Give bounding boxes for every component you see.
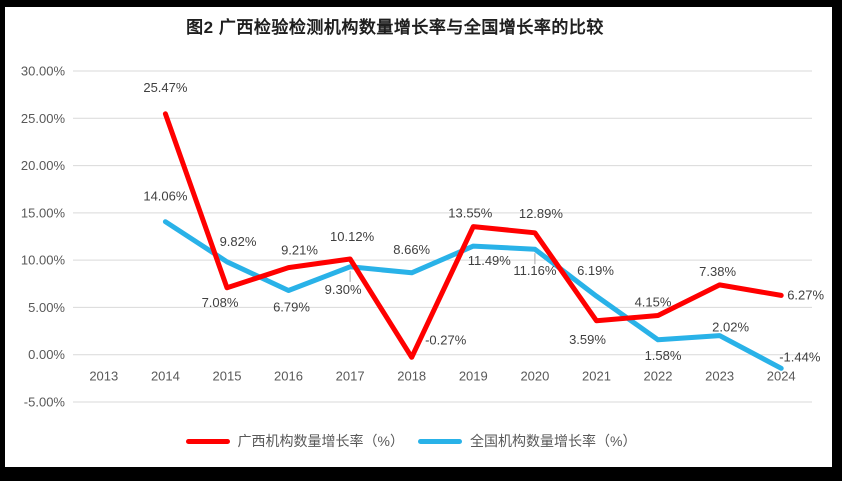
data-label: 9.21%: [281, 243, 318, 258]
data-label: 8.66%: [393, 242, 430, 257]
x-tick-label: 2022: [644, 369, 673, 384]
x-tick-label: 2018: [397, 369, 426, 384]
data-label: 7.08%: [202, 295, 239, 310]
data-label: -0.27%: [425, 332, 467, 347]
legend-line-blue-icon: [418, 438, 462, 444]
data-label: 4.15%: [635, 295, 672, 310]
chart-figure: 图2 广西检验检测机构数量增长率与全国增长率的比较 30.00% 25.00% 20…: [5, 7, 832, 467]
x-tick-label: 2017: [336, 369, 365, 384]
data-label: 10.12%: [330, 229, 375, 244]
y-tick-label: 15.00%: [21, 205, 66, 220]
data-label: 9.82%: [220, 234, 257, 249]
chart-title: 图2 广西检验检测机构数量增长率与全国增长率的比较: [186, 18, 604, 37]
legend-label-guangxi: 广西机构数量增长率（%）: [237, 433, 404, 449]
data-label: 12.89%: [519, 206, 564, 221]
y-tick-label: 0.00%: [28, 347, 65, 362]
x-tick-label: 2013: [89, 369, 118, 384]
data-label: 6.19%: [577, 263, 614, 278]
x-tick-label: 2019: [459, 369, 488, 384]
line-chart-canvas: 30.00% 25.00% 20.00% 15.00% 10.00% 5.00% 0.00%…: [21, 64, 825, 410]
legend-item-guangxi: 广西机构数量增长率（%）: [185, 431, 404, 451]
data-label: 2.02%: [712, 320, 749, 335]
data-label: 14.06%: [143, 189, 188, 204]
x-tick-label: 2020: [520, 369, 549, 384]
data-label: 11.16%: [513, 263, 557, 278]
x-tick-label: 2015: [213, 369, 242, 384]
y-tick-label: 30.00%: [21, 64, 66, 79]
y-tick-label: 25.00%: [21, 111, 66, 126]
data-label: 13.55%: [448, 206, 493, 221]
data-label: 25.47%: [143, 80, 188, 95]
x-tick-label: 2021: [582, 369, 611, 384]
chart-legend: 广西机构数量增长率（%） 全国机构数量增长率（%）: [5, 431, 817, 451]
legend-label-national: 全国机构数量增长率（%）: [470, 433, 637, 449]
data-label: 11.49%: [468, 253, 512, 268]
data-label: 9.30%: [325, 282, 362, 297]
data-label: -1.44%: [779, 349, 821, 364]
y-tick-label: 20.00%: [21, 158, 66, 173]
y-tick-label: 5.00%: [28, 300, 65, 315]
legend-line-red-icon: [185, 438, 230, 444]
series-line-1: [162, 219, 784, 371]
data-label: 3.59%: [569, 332, 606, 347]
x-tick-label: 2024: [767, 369, 796, 384]
x-tick-label: 2023: [705, 369, 734, 384]
x-tick-label: 2014: [151, 369, 180, 384]
y-tick-label: 10.00%: [21, 253, 66, 268]
legend-item-national: 全国机构数量增长率（%）: [418, 431, 636, 451]
data-label: 7.38%: [699, 264, 736, 279]
y-tick-label: -5.00%: [24, 395, 66, 410]
series-line-0: [162, 111, 784, 360]
data-label: 6.27%: [787, 287, 824, 302]
data-label: 1.58%: [645, 348, 682, 363]
data-label: 6.79%: [273, 300, 310, 315]
x-tick-label: 2016: [274, 369, 303, 384]
